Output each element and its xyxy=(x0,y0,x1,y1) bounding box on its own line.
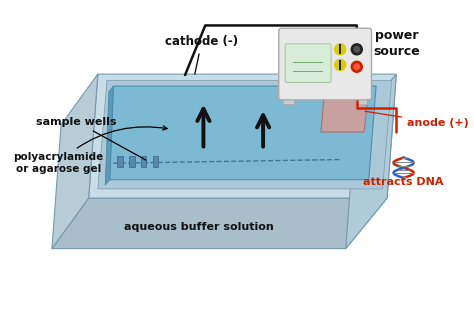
Text: sample wells: sample wells xyxy=(36,117,146,160)
FancyBboxPatch shape xyxy=(285,44,331,82)
Text: polyacrylamide
or agarose gel: polyacrylamide or agarose gel xyxy=(13,126,167,174)
Polygon shape xyxy=(98,80,392,189)
Text: aqueous buffer solution: aqueous buffer solution xyxy=(124,222,273,232)
Circle shape xyxy=(354,47,360,52)
Bar xyxy=(141,156,146,167)
Polygon shape xyxy=(110,86,376,180)
FancyBboxPatch shape xyxy=(279,28,372,100)
Circle shape xyxy=(354,64,360,70)
Polygon shape xyxy=(89,74,396,198)
Circle shape xyxy=(351,44,362,55)
Text: anode (+): anode (+) xyxy=(365,111,469,128)
Bar xyxy=(129,156,135,167)
Polygon shape xyxy=(346,74,396,249)
Text: attracts DNA: attracts DNA xyxy=(364,176,444,187)
Polygon shape xyxy=(52,198,387,249)
Bar xyxy=(117,156,123,167)
Polygon shape xyxy=(105,86,113,185)
Polygon shape xyxy=(321,90,369,132)
Circle shape xyxy=(335,44,346,55)
Bar xyxy=(356,96,367,104)
Bar xyxy=(153,156,158,167)
Text: power
source: power source xyxy=(373,29,419,58)
Bar xyxy=(283,96,294,104)
Circle shape xyxy=(351,61,362,72)
Polygon shape xyxy=(52,74,98,249)
Circle shape xyxy=(335,60,346,71)
Text: cathode (-): cathode (-) xyxy=(165,35,238,74)
